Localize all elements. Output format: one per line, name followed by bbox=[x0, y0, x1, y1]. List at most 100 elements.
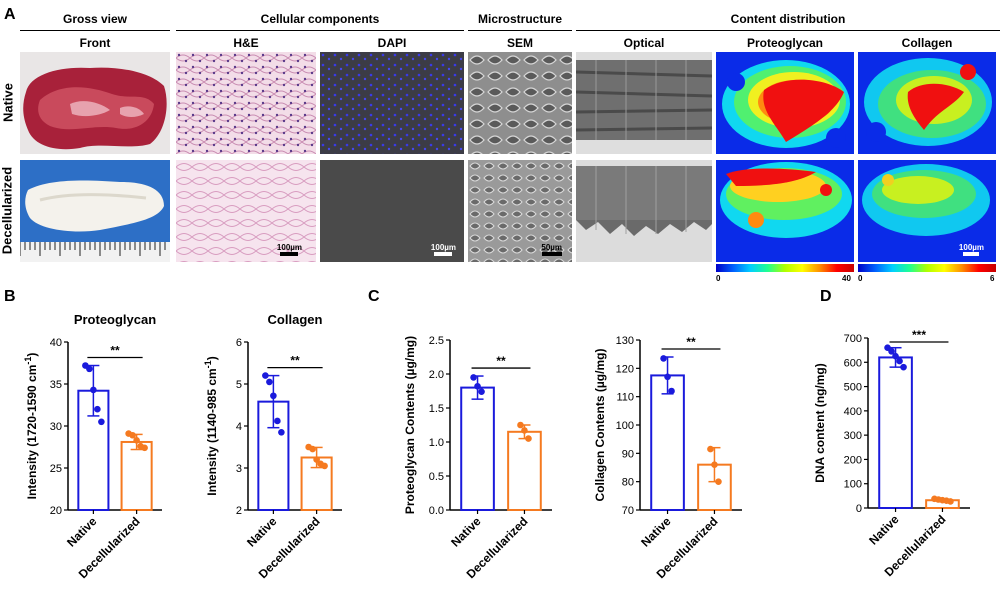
collagen-decellularized-heatmap: 100µm bbox=[858, 160, 996, 262]
y-axis-label: Collagen Contents (µg/mg) bbox=[593, 349, 607, 502]
y-tick-label: 300 bbox=[844, 430, 862, 442]
scale-bar-sem: 50µm bbox=[541, 243, 562, 256]
col-header-front: Front bbox=[79, 36, 111, 50]
y-tick-label: 40 bbox=[50, 337, 62, 349]
dapi-native-image bbox=[320, 52, 464, 154]
significance-label: ** bbox=[496, 354, 506, 368]
gross-native-image bbox=[20, 52, 170, 154]
data-point bbox=[270, 392, 277, 400]
y-tick-label: 1.0 bbox=[429, 437, 444, 449]
data-point bbox=[90, 386, 97, 394]
y-tick-label: 600 bbox=[844, 357, 862, 369]
bar-native bbox=[460, 386, 495, 512]
data-point bbox=[266, 378, 273, 386]
data-point bbox=[525, 435, 532, 442]
panel-label-a: A bbox=[4, 6, 16, 23]
significance-label: ** bbox=[110, 344, 120, 358]
data-point bbox=[470, 374, 477, 381]
y-axis-label-sup: -1 bbox=[203, 360, 213, 368]
chart-2: 0.0 0.5 1.0 1.5 2.0 2.5 Proteoglycan Contents … bbox=[403, 335, 552, 581]
data-point bbox=[86, 365, 93, 373]
y-tick-label: 0.5 bbox=[429, 471, 444, 483]
proteoglycan-colorbar-min: 0 bbox=[716, 274, 721, 283]
scale-bar-collagen-line bbox=[963, 252, 980, 256]
data-point bbox=[668, 387, 675, 395]
x-tick-label: Native bbox=[64, 514, 100, 550]
y-tick-label: 20 bbox=[50, 505, 62, 517]
y-tick-label: 2 bbox=[236, 505, 242, 517]
y-tick-label: 35 bbox=[50, 379, 62, 391]
significance-label: *** bbox=[912, 328, 926, 342]
significance-label: ** bbox=[686, 335, 696, 349]
y-tick-label: 6 bbox=[236, 337, 242, 349]
data-point bbox=[309, 445, 316, 453]
sem-native-image bbox=[468, 52, 572, 154]
y-axis-label: Proteoglycan Contents (µg/mg) bbox=[403, 336, 417, 514]
y-tick-label: 100 bbox=[844, 479, 862, 491]
data-point bbox=[711, 461, 718, 468]
scale-bar-dapi-line bbox=[434, 252, 453, 256]
y-tick-label: 2.5 bbox=[429, 335, 444, 347]
y-tick-label: 4 bbox=[236, 421, 242, 433]
data-point bbox=[133, 436, 140, 444]
y-tick-label: 500 bbox=[844, 382, 862, 394]
data-point bbox=[98, 418, 105, 426]
y-tick-label: 2.0 bbox=[429, 369, 444, 381]
y-tick-label: 700 bbox=[844, 333, 862, 345]
header-cellular-components: Cellular components bbox=[260, 12, 380, 26]
chart-title: Collagen bbox=[268, 312, 323, 327]
data-point bbox=[896, 357, 903, 365]
y-tick-label: 400 bbox=[844, 406, 862, 418]
data-point bbox=[517, 421, 524, 429]
col-header-proteoglycan: Proteoglycan bbox=[746, 36, 824, 50]
scale-bar-collagen-label: 100µm bbox=[958, 243, 984, 252]
scale-bar-collagen: 100µm bbox=[959, 243, 984, 256]
y-tick-label: 0 bbox=[856, 503, 862, 515]
y-tick-label: 90 bbox=[622, 448, 634, 460]
data-point bbox=[888, 348, 895, 355]
scale-bar-sem-label: 50µm bbox=[541, 243, 562, 252]
data-point bbox=[521, 427, 528, 434]
chart-title: Proteoglycan bbox=[74, 312, 156, 327]
data-point bbox=[313, 456, 320, 463]
divider-gross bbox=[20, 30, 170, 31]
bar-native bbox=[878, 356, 913, 509]
col-header-dapi: DAPI bbox=[377, 36, 407, 50]
scale-bar-dapi-label: 100µm bbox=[430, 243, 456, 252]
collagen-native-heatmap bbox=[858, 52, 996, 154]
y-tick-label: 110 bbox=[616, 392, 634, 404]
y-tick-label: 70 bbox=[622, 505, 634, 517]
y-tick-label: 3 bbox=[236, 463, 242, 475]
data-point bbox=[715, 478, 722, 485]
divider-cellular bbox=[176, 30, 464, 31]
x-tick-label: Native bbox=[448, 514, 484, 550]
optical-native-image bbox=[576, 52, 712, 154]
panel-label-d: D bbox=[820, 288, 832, 305]
optical-decellularized-image bbox=[576, 160, 712, 262]
data-point bbox=[278, 429, 285, 436]
header-content-distribution: Content distribution bbox=[730, 12, 846, 26]
dapi-decellularized-image: 100µm bbox=[320, 160, 464, 262]
y-axis-label: DNA content (ng/mg) bbox=[813, 363, 827, 483]
y-tick-label: 0.0 bbox=[429, 505, 444, 517]
y-tick-label: 130 bbox=[616, 335, 634, 347]
col-header-collagen: Collagen bbox=[901, 36, 953, 50]
proteoglycan-native-heatmap bbox=[716, 52, 854, 154]
bar-decellularized bbox=[507, 430, 542, 511]
collagen-colorbar bbox=[858, 264, 996, 272]
y-tick-label: 120 bbox=[616, 363, 634, 375]
scale-bar-he-line bbox=[280, 252, 299, 256]
scale-bar-he-label: 100µm bbox=[276, 243, 302, 252]
x-tick-label: Native bbox=[866, 512, 902, 548]
y-tick-label: 25 bbox=[50, 463, 62, 475]
y-axis-label-sup: -1 bbox=[23, 357, 33, 365]
y-axis-label: Intensity (1720-1590 cm-1) bbox=[23, 353, 39, 500]
bar-native bbox=[650, 374, 685, 511]
chart-4: 0 100 200 300 400 500 600 700 DNA content (ng/mg… bbox=[813, 328, 970, 579]
y-tick-label: 80 bbox=[622, 477, 634, 489]
he-native-image bbox=[176, 52, 316, 154]
data-point bbox=[141, 444, 148, 452]
data-point bbox=[129, 431, 136, 439]
data-point bbox=[478, 388, 485, 395]
header-gross-view: Gross view bbox=[62, 12, 128, 26]
